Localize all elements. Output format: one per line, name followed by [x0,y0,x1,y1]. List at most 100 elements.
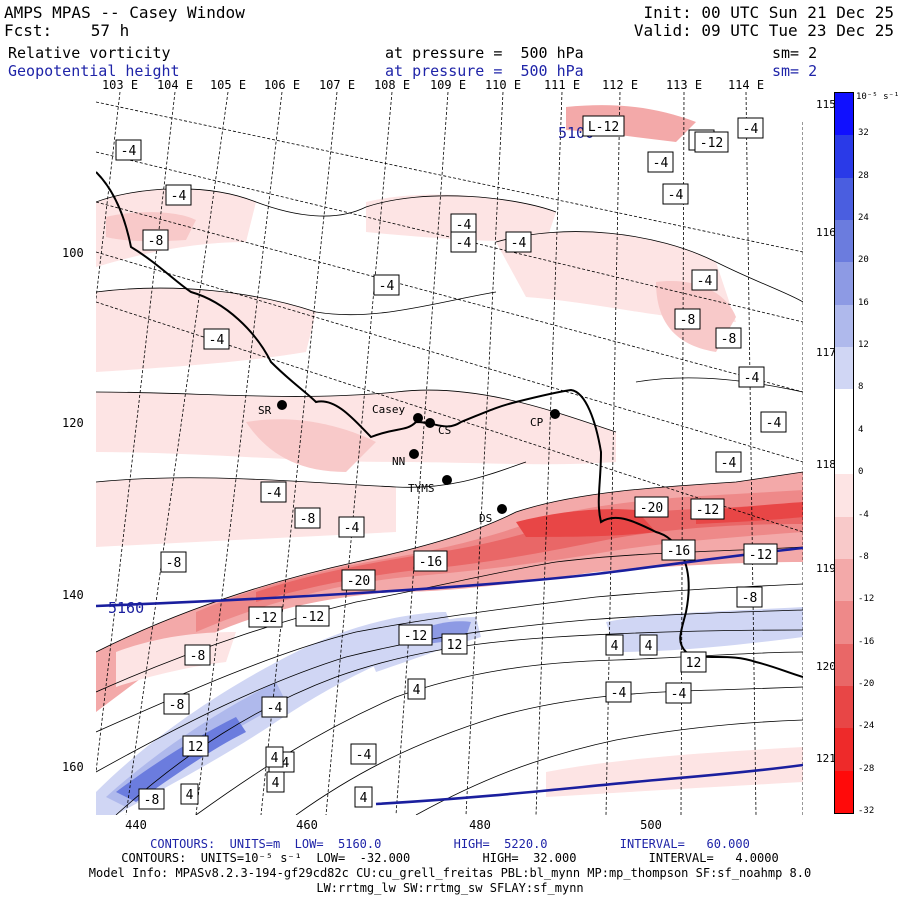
vorticity-value-label: 12 [441,633,468,655]
svg-text:-4: -4 [697,274,713,289]
colorbar-tick-label: 20 [858,255,869,266]
svg-text:-12: -12 [301,610,324,625]
svg-text:-4: -4 [766,416,782,431]
y-tick-label: 140 [62,588,84,602]
colorbar-tick-label: -20 [858,678,875,689]
colorbar-swatch [835,474,853,518]
lon-label: 106 E [263,78,301,92]
svg-text:12: 12 [447,638,463,653]
colorbar-swatch [835,220,853,263]
vorticity-value-label: -4 [350,743,377,765]
svg-text:-16: -16 [419,555,442,570]
station-label: NN [392,455,405,468]
colorbar-swatch [835,685,853,729]
lon-label: 114 E [727,78,765,92]
colorbar-swatch [835,135,853,179]
svg-text:-20: -20 [640,501,663,516]
svg-text:-4: -4 [721,456,737,471]
vorticity-value-label: 4 [180,783,199,805]
station-marker-nn [409,449,419,459]
svg-text:-4: -4 [671,687,687,702]
vorticity-value-label: -8 [715,327,742,349]
colorbar-tick-label: 28 [858,170,869,181]
vorticity-value-label: -4 [647,151,674,173]
x-tick-label: 440 [125,818,147,832]
height-contour-label: 5160 [108,599,144,617]
plot-title: AMPS MPAS -- Casey Window [4,3,245,22]
x-tick-label: 480 [469,818,491,832]
svg-text:-8: -8 [169,698,185,713]
svg-text:-4: -4 [379,279,395,294]
svg-text:-8: -8 [742,591,758,606]
vorticity-value-label: -12 [694,131,729,153]
vorticity-value-label: 12 [182,735,209,757]
colorbar-swatch [835,347,853,390]
svg-text:4: 4 [413,683,421,698]
svg-text:-8: -8 [144,793,160,808]
svg-text:-12: -12 [696,503,719,518]
vorticity-value-label: -8 [160,551,187,573]
vorticity-contour-info: CONTOURS: UNITS=10⁻⁵ s⁻¹ LOW= -32.000 HI… [121,851,779,865]
vorticity-value-label: -16 [661,539,696,561]
vorticity-value-label: -4 [737,117,764,139]
svg-text:-4: -4 [456,236,472,251]
colorbar-tick-label: 4 [858,424,864,435]
colorbar-tick-label: -16 [858,636,875,647]
svg-text:-12: -12 [404,629,427,644]
colorbar-tick-label: 16 [858,297,869,308]
vorticity-value-label: 4 [639,634,658,656]
vorticity-value-label: -4 [260,481,287,503]
y-tick-label: 100 [62,246,84,260]
station-markers [277,400,560,514]
vorticity-contour-labels: -4 -4 -4 -4 -4 -4 -4 -4 -4 -4 -4 -4 -4 -4 -4 -4 -4 -4 -4 -4… [115,115,787,810]
lon-label: 103 E [101,78,139,92]
vorticity-value-label: -12 [398,624,433,646]
svg-text:-4: -4 [653,156,669,171]
field2-smoothing: sm= 2 [772,62,818,80]
vorticity-value-label: -4 [165,184,192,206]
vorticity-value-label: 4 [354,786,373,808]
colorbar-unit: 10⁻⁵ s⁻¹ [856,92,900,102]
forecast-hour: Fcst: 57 h [4,21,130,40]
y-tick-label: 160 [62,760,84,774]
colorbar-swatch [835,389,853,433]
colorbar-swatch [835,93,853,136]
station-marker-casey [413,413,423,423]
svg-text:4: 4 [271,751,279,766]
lon-label: 108 E [373,78,411,92]
vorticity-value-label: -8 [674,308,701,330]
colorbar-tick-label: -4 [858,509,869,520]
colorbar [834,92,854,814]
colorbar-tick-label: -12 [858,594,875,605]
vorticity-value-label: -4 [373,274,400,296]
vorticity-value-label: -12 [743,543,778,565]
station-label: Casey [372,403,405,416]
svg-text:4: 4 [611,639,619,654]
vorticity-value-label: -8 [736,586,763,608]
longitude-grid [96,92,803,815]
vorticity-value-label: -8 [184,644,211,666]
svg-text:-8: -8 [680,313,696,328]
vorticity-value-label: L-12 [582,115,625,137]
lon-label: 113 E [665,78,703,92]
vorticity-value-label: 4 [266,771,285,793]
lon-label: 111 E [543,78,581,92]
height-contour-info: CONTOURS: UNITS=m LOW= 5160.0 HIGH= 5220… [150,837,750,851]
vorticity-value-label: 4 [605,634,624,656]
station-label: SR [258,404,272,417]
vorticity-value-label: 4 [265,746,284,768]
colorbar-swatch [835,558,853,602]
vorticity-value-label: -4 [691,269,718,291]
latitude-grid [96,101,803,533]
svg-text:-4: -4 [744,371,760,386]
x-tick-label: 500 [640,818,662,832]
colorbar-tick-label: -8 [858,551,869,562]
colorbar-swatch [835,516,853,560]
vorticity-value-label: -4 [450,231,477,253]
svg-text:-4: -4 [209,333,225,348]
svg-text:-8: -8 [166,556,182,571]
lon-label: 109 E [429,78,467,92]
init-time: Init: 00 UTC Sun 21 Dec 25 [643,3,894,22]
svg-text:-4: -4 [356,748,372,763]
model-info: Model Info: MPASv8.2.3-194-gf29cd82c CU:… [88,866,812,880]
